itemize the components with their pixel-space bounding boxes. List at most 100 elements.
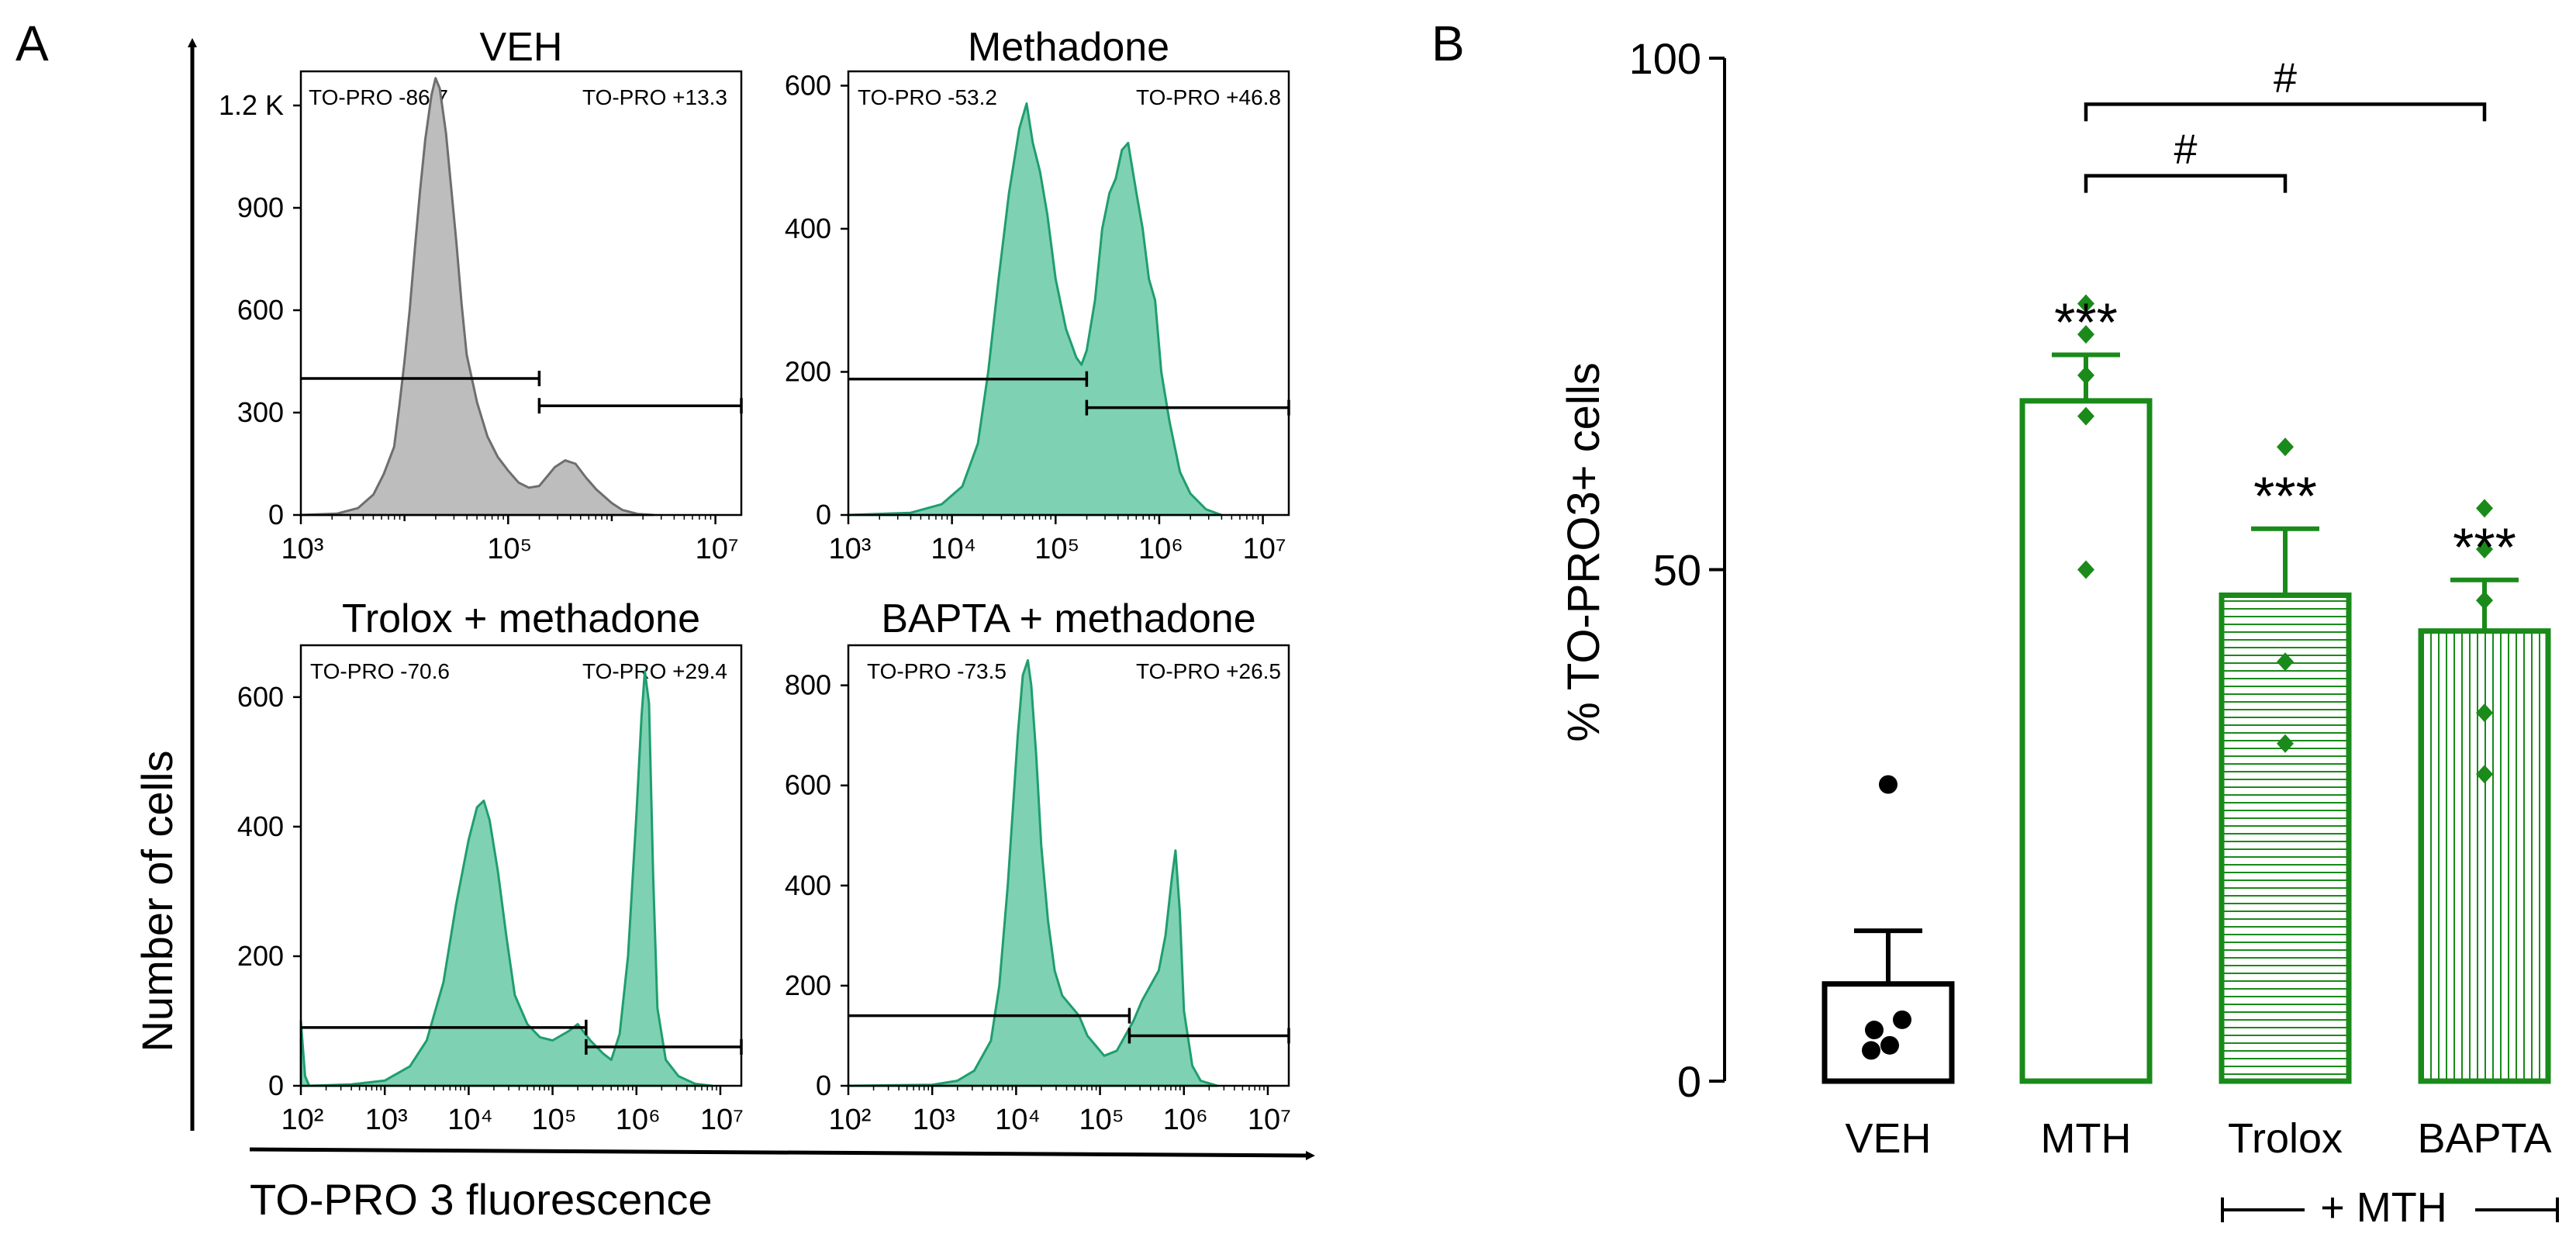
- right-gate-label: TO-PRO +46.8: [1136, 85, 1281, 109]
- y-tick-label: 200: [785, 355, 831, 387]
- y-tick-label: 1.2 K: [219, 89, 284, 121]
- x-tick-label: 10³: [365, 1104, 408, 1136]
- x-tick-label: 10⁶: [1138, 533, 1183, 565]
- data-point: [2476, 499, 2493, 518]
- x-tick-label: 10⁵: [1079, 1104, 1124, 1136]
- data-point: [2277, 652, 2294, 672]
- y-tick-label: 0: [268, 499, 284, 530]
- histogram-title: VEH: [480, 25, 563, 70]
- significance-bracket: [2084, 174, 2288, 193]
- data-point: [2476, 765, 2493, 784]
- panel-b-y-axis-label: % TO-PRO3+ cells: [1559, 362, 1609, 741]
- data-point: [2476, 591, 2493, 610]
- data-point: [2077, 294, 2094, 313]
- y-tick-label: 200: [785, 969, 831, 1001]
- data-point: [1880, 1035, 1899, 1055]
- category-label: VEH: [1845, 1115, 1931, 1162]
- x-tick-label: 10⁶: [616, 1104, 661, 1136]
- y-tick-label: 600: [237, 681, 284, 713]
- x-tick-label: 10⁷: [696, 533, 739, 565]
- histogram-methadone: Methadone TO-PRO -53.2 TO-PRO +46.8 0 200…: [785, 25, 1290, 565]
- data-point: [2077, 365, 2094, 385]
- y-tick-label: 800: [785, 669, 831, 701]
- plot-frame: [847, 644, 1290, 1087]
- significance-bracket: [2084, 102, 2487, 122]
- x-tick-label: 10²: [281, 1104, 324, 1136]
- significance-stars: ***: [2453, 517, 2516, 578]
- x-tick-label: 10⁵: [487, 533, 532, 565]
- left-gate-label: TO-PRO -73.5: [867, 659, 1007, 683]
- y-tick-label: 100: [1629, 34, 1701, 83]
- histogram-area: [299, 669, 713, 1087]
- histogram-title: Methadone: [968, 25, 1169, 70]
- panel-a-axes: Number of cells TO-PRO 3 fluorescence: [133, 38, 1315, 1224]
- panel-label-a: A: [16, 16, 49, 71]
- right-gate-label: TO-PRO +26.5: [1136, 659, 1281, 683]
- x-tick-label: 10³: [281, 533, 324, 565]
- bar-bapta: [2418, 628, 2551, 1084]
- histogram-area: [299, 77, 654, 517]
- category-label: Trolox: [2228, 1115, 2343, 1162]
- y-tick-label: 400: [785, 869, 831, 901]
- x-tick-label: 10⁴: [995, 1104, 1041, 1136]
- bar-trolox: [2219, 592, 2352, 1084]
- y-tick-label: 0: [1677, 1057, 1701, 1106]
- x-tick-label: 10⁷: [1248, 1104, 1291, 1136]
- significance-stars: ***: [2253, 466, 2317, 527]
- x-tick-label: 10⁵: [1034, 533, 1079, 565]
- data-point: [1862, 1041, 1880, 1060]
- plot-frame: [847, 70, 1290, 517]
- histogram-veh: VEH TO-PRO -86.7 TO-PRO +13.3 0 300 600 900…: [219, 25, 743, 565]
- y-tick-label: 600: [785, 69, 831, 101]
- data-point: [2277, 734, 2294, 753]
- left-gate-label: TO-PRO -70.6: [310, 659, 450, 683]
- y-tick-label: 0: [816, 1069, 831, 1101]
- plot-frame: [299, 70, 743, 517]
- y-tick-label: 0: [816, 499, 831, 530]
- x-tick-label: 10⁴: [447, 1104, 493, 1136]
- panel-a-x-arrow: [249, 1147, 1315, 1160]
- y-tick-label: 600: [785, 769, 831, 801]
- panel-a-x-axis-label: TO-PRO 3 fluorescence: [250, 1175, 713, 1224]
- histogram-title: Trolox + methadone: [342, 596, 700, 641]
- y-tick-label: 0: [268, 1069, 284, 1101]
- histogram-bapta-methadone: BAPTA + methadone TO-PRO -73.5 TO-PRO +2…: [785, 596, 1291, 1136]
- data-point: [1879, 775, 1897, 794]
- y-tick-label: 50: [1653, 546, 1701, 595]
- left-gate-label: TO-PRO -86.7: [309, 85, 448, 109]
- panel-a-y-axis-label: Number of cells: [133, 750, 181, 1052]
- bar-mth: [2019, 398, 2153, 1084]
- y-tick-label: 600: [237, 294, 284, 326]
- x-tick-label: 10⁶: [1163, 1104, 1208, 1136]
- category-label: MTH: [2041, 1115, 2132, 1162]
- significance-label: #: [2274, 54, 2297, 101]
- group-label: + MTH: [2320, 1184, 2447, 1231]
- right-gate-label: TO-PRO +13.3: [582, 85, 727, 109]
- panel-b-bar-chart: % TO-PRO3+ cells + MTH 0 50 100 VEH *** MTH **…: [1559, 34, 2559, 1231]
- histogram-trolox-methadone: Trolox + methadone TO-PRO -70.6 TO-PRO +…: [237, 596, 744, 1136]
- data-point: [2077, 560, 2094, 579]
- x-tick-label: 10²: [829, 1104, 872, 1136]
- panel-label-b: B: [1431, 16, 1465, 71]
- x-tick-label: 10⁵: [532, 1104, 577, 1136]
- bar-veh: [1822, 981, 1955, 1084]
- data-point: [2077, 325, 2094, 344]
- x-tick-label: 10⁴: [931, 533, 976, 565]
- histogram-area: [847, 102, 1223, 517]
- significance-stars: ***: [2054, 292, 2118, 353]
- data-point: [2077, 406, 2094, 426]
- x-tick-label: 10³: [913, 1104, 955, 1136]
- right-gate-label: TO-PRO +29.4: [582, 659, 727, 683]
- data-point: [2277, 437, 2294, 457]
- x-tick-label: 10⁷: [1243, 533, 1286, 565]
- y-tick-label: 400: [785, 213, 831, 244]
- category-label: BAPTA: [2417, 1115, 2551, 1162]
- plot-frame: [299, 644, 743, 1087]
- significance-label: #: [2174, 126, 2197, 173]
- left-gate-label: TO-PRO -53.2: [858, 85, 997, 109]
- y-tick-label: 200: [237, 940, 284, 972]
- x-tick-label: 10⁷: [700, 1104, 744, 1136]
- x-tick-label: 10³: [829, 533, 872, 565]
- data-point: [2476, 540, 2493, 559]
